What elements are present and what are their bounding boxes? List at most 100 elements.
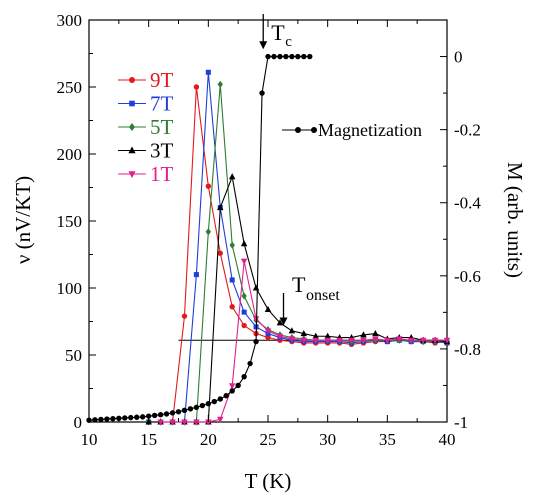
- data-point: [98, 416, 104, 423]
- data-point: [372, 329, 379, 337]
- data-point: [151, 412, 158, 419]
- legend-label: 1T: [150, 162, 174, 186]
- data-point: [241, 373, 247, 380]
- data-point: [217, 250, 223, 256]
- data-point: [276, 333, 284, 340]
- data-point: [372, 336, 379, 343]
- annotation-subscript: c: [285, 34, 292, 50]
- data-point: [277, 53, 283, 60]
- data-point: [187, 406, 194, 412]
- y-right-tick-label: -0.8: [454, 340, 481, 359]
- annotation-subscript: onset: [306, 287, 340, 304]
- y-left-tick-label: 250: [57, 78, 83, 97]
- data-point: [181, 419, 188, 426]
- data-point: [128, 146, 136, 154]
- legend-item-3t: 3T: [118, 139, 174, 163]
- data-point: [129, 100, 135, 107]
- data-point: [217, 396, 223, 402]
- data-point: [300, 329, 308, 337]
- data-point: [228, 383, 236, 390]
- data-point: [129, 123, 135, 131]
- data-point: [301, 53, 307, 60]
- legend-item-9t: 9T: [118, 68, 174, 92]
- data-point: [264, 328, 272, 335]
- data-point: [181, 313, 188, 319]
- data-point: [276, 319, 284, 326]
- x-axis-title: T (K): [245, 469, 292, 493]
- y-left-tick-label: 200: [57, 145, 83, 164]
- data-point: [247, 360, 253, 367]
- data-point: [259, 90, 265, 96]
- series-1t: [157, 258, 451, 426]
- data-point: [175, 409, 182, 415]
- legend-item-magnetization: Magnetization: [282, 120, 422, 140]
- data-point: [163, 411, 170, 417]
- data-point: [229, 277, 235, 283]
- data-point: [193, 84, 200, 90]
- y-left-axis-title: ν (nV/KT): [11, 176, 35, 264]
- y-left-axis-ticks: 0 50 100 150 200 250 300: [57, 11, 96, 432]
- data-point: [300, 337, 308, 344]
- data-point: [157, 419, 164, 426]
- data-point: [312, 332, 319, 339]
- data-point: [217, 80, 223, 88]
- data-point: [235, 382, 241, 389]
- y-right-tick-label: -0.6: [454, 267, 481, 286]
- data-point: [228, 173, 236, 180]
- data-point: [134, 414, 140, 420]
- data-point: [240, 240, 248, 247]
- annotation-label: T: [292, 272, 306, 297]
- legend-label: 7T: [150, 92, 174, 116]
- data-point: [217, 204, 224, 211]
- data-point: [312, 337, 319, 344]
- data-point: [92, 417, 98, 423]
- data-point: [128, 414, 134, 421]
- legend-item-1t: 1T: [118, 162, 174, 186]
- data-point: [295, 53, 301, 60]
- data-point: [229, 388, 235, 394]
- y-right-axis-ticks: 0 -0.2 -0.4 -0.6 -0.8 -1: [440, 48, 481, 432]
- x-tick-label: 35: [379, 430, 396, 449]
- x-axis-ticks: 10 15 20 25 30 35 40: [81, 20, 456, 449]
- annotation-label: T: [271, 20, 285, 45]
- data-point: [360, 337, 367, 344]
- data-point: [288, 336, 296, 343]
- y-right-tick-label: -1: [454, 413, 468, 432]
- series-layer: [86, 53, 451, 426]
- legend-marker: [295, 127, 301, 133]
- data-point: [205, 69, 211, 75]
- data-point: [205, 228, 212, 236]
- data-point: [307, 53, 313, 60]
- data-point: [271, 53, 277, 60]
- x-tick-label: 10: [81, 430, 98, 449]
- data-point: [205, 401, 212, 407]
- data-point: [205, 419, 212, 426]
- data-point: [223, 392, 229, 399]
- y-right-tick-label: -0.4: [454, 194, 481, 213]
- y-right-tick-label: 0: [454, 48, 463, 67]
- data-point: [241, 292, 247, 300]
- data-point: [104, 416, 110, 422]
- arrow-head: [259, 41, 268, 50]
- data-point: [283, 53, 289, 60]
- data-point: [211, 398, 217, 405]
- data-point: [443, 337, 451, 344]
- data-point: [360, 331, 367, 338]
- data-point: [288, 327, 296, 334]
- y-left-tick-label: 50: [65, 346, 82, 365]
- data-point: [193, 419, 200, 426]
- data-point: [241, 322, 247, 329]
- data-point: [140, 414, 146, 420]
- legend-label: 5T: [150, 115, 174, 139]
- legend-label: Magnetization: [318, 120, 422, 140]
- data-point: [205, 183, 212, 189]
- data-point: [348, 337, 355, 344]
- legend-label: 9T: [150, 68, 174, 92]
- data-point: [407, 337, 415, 344]
- data-point: [253, 338, 259, 345]
- data-point: [336, 337, 343, 344]
- data-point: [431, 337, 439, 344]
